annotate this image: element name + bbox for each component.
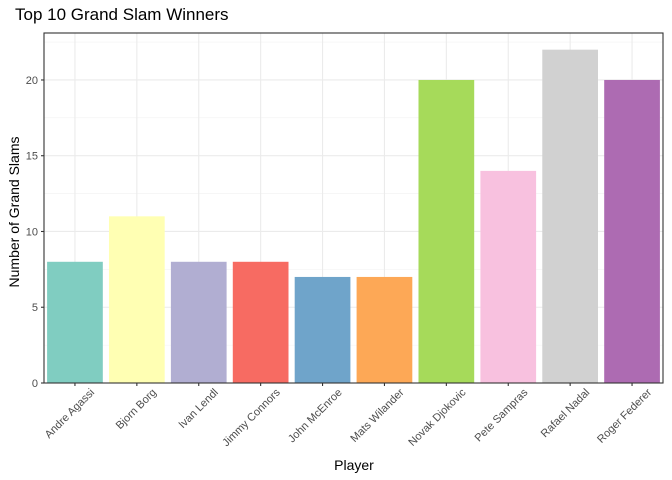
bar-bjorn-borg [108,216,165,383]
panel-border [43,32,664,384]
x-tick-label: Andre Agassi [43,387,97,441]
y-tick-label: 5 [32,302,38,314]
x-tick-label: Mats Wilander [348,386,406,444]
bar-pete-sampras [480,170,537,383]
bar-ivan-lendl [170,261,227,383]
x-axis-title: Player [334,457,374,473]
x-tick-label: Roger Federer [595,386,654,445]
bar-rafael-nadal [542,49,599,384]
y-tick-label: 0 [32,378,38,390]
y-axis-title: Number of Grand Slams [6,137,22,288]
bar-john-mcenroe [294,276,351,383]
x-tick-label: Ivan Lendl [176,387,220,431]
x-tick-label: Jimmy Connors [220,386,283,449]
bars [47,49,660,384]
chart-title: Top 10 Grand Slam Winners [15,5,229,24]
x-tick-label: John McEnroe [286,387,345,446]
x-axis: Andre Agassi Bjorn Borg Ivan Lendl Jimmy Co… [43,383,654,449]
x-tick-label: Rafael Nadal [539,387,592,440]
x-tick-label: Pete Sampras [473,386,531,444]
bar-mats-wilander [356,276,413,383]
bar-roger-federer [604,79,660,383]
bar-andre-agassi [47,261,103,383]
x-tick-label: Bjorn Borg [114,387,159,432]
plot-border [43,32,664,384]
bar-jimmy-connors [232,261,289,383]
y-tick-label: 20 [26,75,38,87]
bar-novak-djokovic [418,79,475,383]
y-tick-label: 15 [26,151,38,163]
x-tick-label: Novak Djokovic [406,386,468,448]
y-tick-label: 10 [26,226,38,238]
y-axis: 0 5 10 15 20 [26,75,44,390]
